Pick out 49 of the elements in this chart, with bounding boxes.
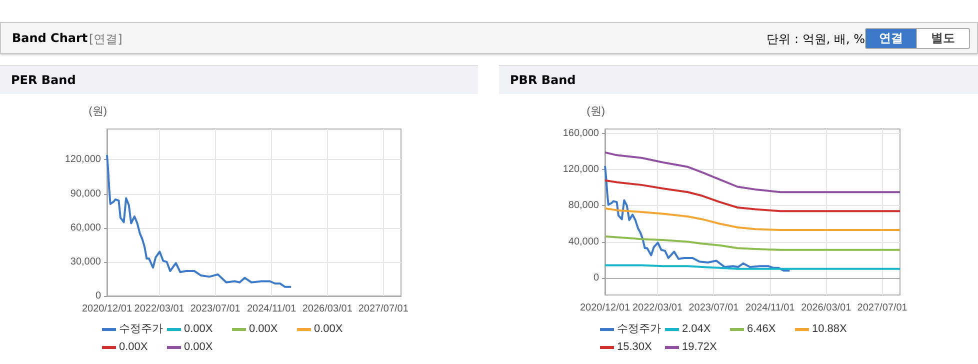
x-tick-label: 2027/07/01 xyxy=(358,304,409,314)
text: 단위 : 억원, 배, % xyxy=(766,31,865,48)
y-tick-label: 30,000 xyxy=(70,256,102,268)
legend-label: 수정주가 xyxy=(119,323,163,335)
y-axis-title: (원) xyxy=(88,106,107,118)
chart-title: PBR Band xyxy=(499,65,978,94)
y-tick-label: 80,000 xyxy=(568,200,600,212)
line-series xyxy=(604,164,791,272)
toggle-button: 별도 xyxy=(916,28,970,49)
y-tick-label: 120,000 xyxy=(64,154,102,166)
x-tick-label: 2023/07/01 xyxy=(688,302,740,314)
x-tick-label: 2024/11/01 xyxy=(746,302,796,314)
x-tick-label: 2024/11/01 xyxy=(246,304,297,314)
legend-label: 0.00X xyxy=(314,323,343,335)
text: [연결] xyxy=(89,31,122,48)
legend-label: 0.00X xyxy=(184,323,213,335)
line-series xyxy=(106,154,292,288)
x-tick-label: 2020/12/01 xyxy=(580,302,630,314)
chart-title: PER Band xyxy=(0,65,478,94)
x-tick-label: 2026/03/01 xyxy=(801,302,852,314)
legend-label: 2.04X xyxy=(682,323,711,335)
legend-label: 0.00X xyxy=(119,341,148,353)
x-tick-label: 2022/03/01 xyxy=(134,304,185,314)
y-tick-label: 0 xyxy=(593,272,600,284)
line-series xyxy=(604,207,901,232)
toggle-button: 연결 xyxy=(865,28,917,49)
line-series xyxy=(604,179,901,212)
legend-label: 15.30X xyxy=(617,341,652,353)
line-series xyxy=(604,235,901,251)
legend-label: 수정주가 xyxy=(617,323,661,335)
y-tick-label: 120,000 xyxy=(562,164,600,176)
y-tick-label: 90,000 xyxy=(70,188,102,200)
x-tick-label: 2027/07/01 xyxy=(857,302,908,314)
y-tick-label: 60,000 xyxy=(70,222,102,234)
legend-label: 0.00X xyxy=(184,341,213,353)
y-tick-label: 160,000 xyxy=(562,128,600,140)
legend-label: 0.00X xyxy=(249,323,278,335)
y-axis-title: (원) xyxy=(586,106,605,118)
x-tick-label: 2026/03/01 xyxy=(302,304,353,314)
legend-label: 10.88X xyxy=(812,323,847,335)
text: Band Chart xyxy=(12,31,88,45)
x-tick-label: 2022/03/01 xyxy=(632,302,683,314)
x-tick-label: 2020/12/01 xyxy=(82,304,132,314)
y-tick-label: 40,000 xyxy=(568,236,600,248)
legend-label: 6.46X xyxy=(747,323,776,335)
line-series xyxy=(604,151,901,194)
y-tick-label: 0 xyxy=(95,290,102,302)
x-tick-label: 2023/07/01 xyxy=(190,304,241,314)
legend-label: 19.72X xyxy=(682,341,717,353)
